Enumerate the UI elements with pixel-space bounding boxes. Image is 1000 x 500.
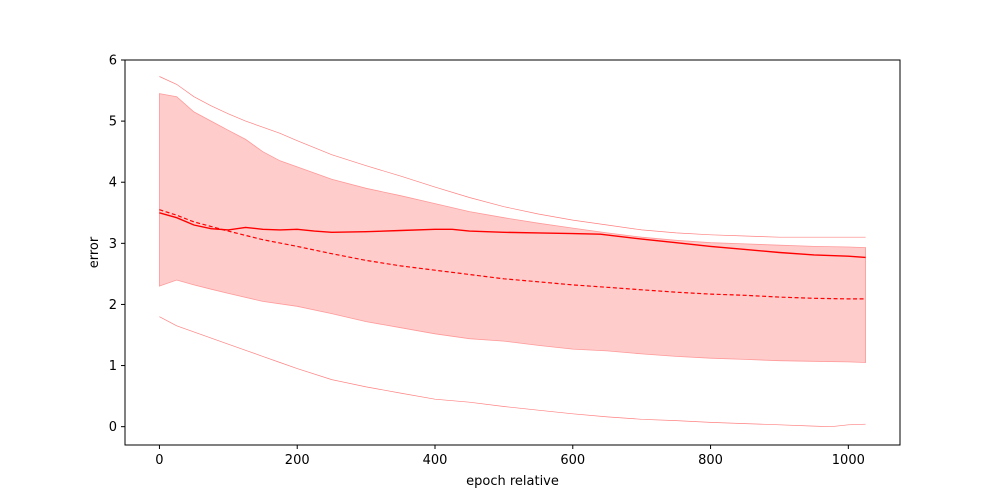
mean-solid-line (159, 212, 866, 259)
lines-layer (159, 76, 866, 428)
y-tick-label: 4 (109, 176, 117, 191)
confidence-band (159, 93, 866, 363)
outer-lower-line (159, 316, 866, 428)
outer-upper-line (159, 76, 866, 238)
y-tick-label: 5 (109, 115, 117, 130)
band-layer (159, 93, 866, 363)
y-tick-label: 3 (109, 237, 117, 252)
x-tick-label: 200 (285, 453, 310, 468)
y-tick-label: 6 (109, 54, 117, 69)
y-axis-label: error (87, 236, 102, 268)
plot-frame (124, 59, 901, 446)
x-axis-label: epoch relative (466, 474, 559, 489)
y-tick-label: 0 (109, 420, 117, 435)
x-tick-label: 1000 (832, 453, 865, 468)
y-tick-label: 2 (109, 298, 117, 313)
median-dashed-line (159, 209, 866, 300)
x-tick-label: 0 (155, 453, 163, 468)
x-tick-label: 800 (698, 453, 723, 468)
y-axis: 0 1 2 3 4 5 6 (109, 54, 125, 435)
x-tick-label: 600 (560, 453, 585, 468)
y-tick-label: 1 (109, 359, 117, 374)
x-axis: 0 200 400 600 800 1000 (155, 445, 865, 468)
x-tick-label: 400 (423, 453, 448, 468)
